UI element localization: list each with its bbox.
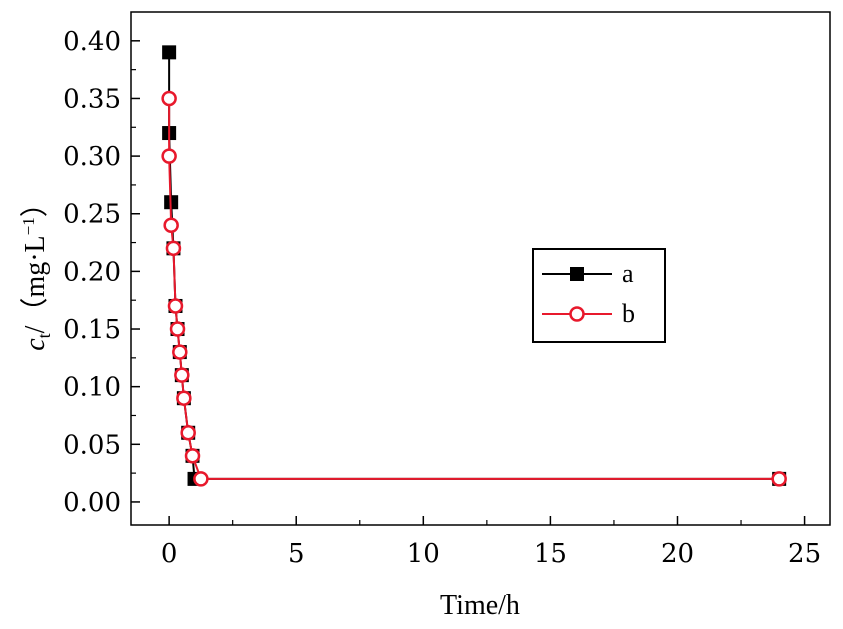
legend-label-a: a <box>622 259 634 288</box>
data-point-b <box>161 90 177 107</box>
axis-ticks <box>131 40 806 525</box>
data-point-b <box>167 298 184 314</box>
y-tick-label: 0.15 <box>63 315 121 345</box>
y-tick-label: 0.40 <box>63 27 121 57</box>
y-axis-unit-open: /（mg·L <box>19 235 51 333</box>
data-point-b <box>771 471 787 487</box>
y-axis-symbol: c <box>20 338 51 351</box>
y-tick-label: 0.25 <box>63 200 121 230</box>
data-point-b <box>184 448 201 464</box>
legend-marker-b <box>569 306 585 322</box>
data-point-b <box>165 240 182 257</box>
x-tick-label: 20 <box>661 539 694 569</box>
y-tick-label: 0.30 <box>63 142 121 172</box>
y-tick-labels: 0.00 0.05 0.10 0.15 0.20 0.25 0.30 0.35 0.40 <box>63 27 121 518</box>
series-a <box>162 45 787 486</box>
legend-label-b: b <box>622 299 635 328</box>
x-tick-labels: 0 5 10 15 20 25 <box>161 539 821 569</box>
data-point-b <box>169 321 186 337</box>
y-tick-label: 0.05 <box>63 430 121 460</box>
y-axis-subscript: t <box>34 333 54 338</box>
y-tick-label: 0.10 <box>63 373 121 403</box>
series-layer <box>161 45 787 487</box>
y-axis-title: ct/（mg·L−1） <box>19 189 54 351</box>
data-point-a <box>162 45 177 60</box>
y-tick-label: 0.00 <box>63 488 121 518</box>
y-axis-exponent: −1 <box>19 217 38 235</box>
x-tick-label: 10 <box>407 539 440 569</box>
data-point-b <box>176 390 192 406</box>
data-point-b <box>180 425 196 441</box>
x-tick-label: 0 <box>161 539 178 569</box>
x-axis-title: Time/h <box>440 590 520 621</box>
data-point-b <box>193 471 209 487</box>
x-tick-label: 15 <box>534 539 567 569</box>
data-point-b <box>172 344 188 360</box>
x-tick-label: 5 <box>288 539 305 569</box>
y-tick-label: 0.35 <box>63 84 121 114</box>
y-tick-label: 0.20 <box>63 257 121 287</box>
series-line-a <box>168 52 780 480</box>
data-point-b <box>161 148 177 164</box>
plot-frame <box>130 11 831 526</box>
legend-marker-a <box>570 267 584 281</box>
x-tick-label: 25 <box>788 539 821 569</box>
data-point-b <box>163 217 179 234</box>
series-b <box>161 90 787 487</box>
data-point-b <box>174 367 190 383</box>
legend-box <box>532 248 666 343</box>
y-axis-unit-close: ） <box>19 189 51 217</box>
legend: a b <box>532 248 666 343</box>
series-line-b <box>168 98 780 480</box>
